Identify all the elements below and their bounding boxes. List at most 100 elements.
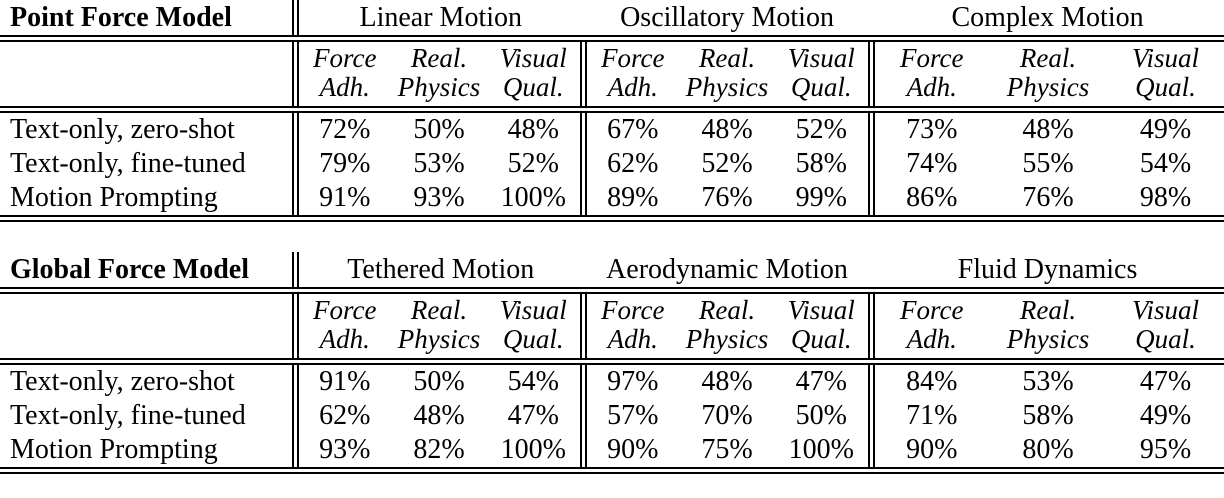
group-header-oscillatory-motion: Oscillatory Motion [583,0,872,42]
subheader-visual-qual: Visual Qual. [1107,38,1224,113]
value-cell: 91% [291,361,391,399]
subheader-line1: Force [313,43,377,73]
value-cell: 95% [1107,433,1224,474]
subheader-line1: Force [601,295,665,325]
value-cell: 48% [701,366,753,397]
value-cell: 97% [579,361,679,399]
subheader-line1: Real. [410,43,468,73]
subheader-line2: Adh. [319,324,370,354]
subheader-visual-qual: Visual Qual. [487,290,583,365]
value-cell: 70% [701,400,753,431]
subheader-line1: Visual [1132,295,1200,325]
value-cell: 49% [1139,400,1192,431]
subheader-visual-qual: Visual Qual. [487,38,583,113]
subheader-visual-qual: Visual Qual. [775,290,872,365]
value-cell: 48% [1022,114,1074,145]
value-cell: 100% [487,433,583,474]
subheader-force-adh: Force Adh. [291,290,391,365]
value-cell: 50% [795,400,847,431]
value-cell: 82% [391,433,487,474]
subheader-line2: Physics [685,72,769,102]
value-cell: 50% [413,114,465,145]
value-cell: 90% [579,433,679,474]
subheader-line2: Qual. [790,324,852,354]
value-cell: 76% [989,181,1108,222]
subheader-line1: Real. [410,295,468,325]
value-cell: 58% [795,148,847,179]
value-cell: 48% [701,114,753,145]
subheader-line2: Qual. [502,324,564,354]
value-cell: 90% [867,433,990,474]
subheader-line2: Adh. [906,324,957,354]
value-cell: 84% [867,361,990,399]
value-cell: 52% [701,148,753,179]
value-cell: 91% [291,181,391,222]
row-label: Motion Prompting [0,433,295,474]
subheader-real-physics: Real. Physics [679,290,775,365]
table-header-row: Point Force Model Linear Motion Oscillat… [0,0,1224,42]
value-cell: 62% [579,147,679,181]
subheader-line2: Physics [685,324,769,354]
subheader-visual-qual: Visual Qual. [1107,290,1224,365]
subheader-line2: Physics [1006,324,1090,354]
value-cell: 76% [679,181,775,222]
value-cell: 48% [507,114,559,145]
value-cell: 52% [795,114,847,145]
subheader-real-physics: Real. Physics [679,38,775,113]
subheader-line2: Physics [397,72,481,102]
subheader-line1: Visual [499,295,567,325]
subheader-force-adh: Force Adh. [579,38,679,113]
value-cell: 47% [795,366,847,397]
value-cell: 52% [507,148,559,179]
subheader-line1: Real. [698,295,756,325]
subheader-real-physics: Real. Physics [391,38,487,113]
subheader-line2: Physics [1006,72,1090,102]
value-cell: 49% [1139,114,1192,145]
value-cell: 47% [1139,366,1192,397]
value-cell: 72% [291,109,391,147]
subheader-real-physics: Real. Physics [989,290,1108,365]
table-row: Motion Prompting 91% 93% 100% 89% 76% 99… [0,181,1224,222]
value-cell: 55% [1022,148,1074,179]
value-cell: 57% [579,399,679,433]
subheader-line2: Qual. [1135,324,1196,354]
subheader-force-adh: Force Adh. [867,290,990,365]
subheader-line2: Qual. [790,72,852,102]
value-cell: 100% [775,433,872,474]
subheader-real-physics: Real. Physics [989,38,1108,113]
value-cell: 93% [391,181,487,222]
subheader-force-adh: Force Adh. [579,290,679,365]
subheader-row: Force Adh. Real. Physics Visual Qual. Force… [0,290,1224,365]
value-cell: 89% [579,181,679,222]
subheader-force-adh: Force Adh. [867,38,990,113]
subheader-line1: Force [313,295,377,325]
subheader-line2: Adh. [607,324,658,354]
value-cell: 74% [867,147,990,181]
group-header-tethered-motion: Tethered Motion [291,252,583,294]
subheader-line1: Visual [787,43,855,73]
row-label: Text-only, fine-tuned [10,148,246,179]
group-header-fluid-dynamics: Fluid Dynamics [871,252,1224,294]
subheader-line2: Adh. [607,72,658,102]
table-title: Point Force Model [0,0,295,42]
subheader-line1: Real. [698,43,756,73]
subheader-row: Force Adh. Real. Physics Visual Qual. Force… [0,38,1224,113]
group-header-aerodynamic-motion: Aerodynamic Motion [583,252,872,294]
empty-stub-cell [0,38,295,113]
subheader-real-physics: Real. Physics [391,290,487,365]
subheader-line1: Visual [1132,43,1200,73]
subheader-force-adh: Force Adh. [291,38,391,113]
value-cell: 75% [679,433,775,474]
table-row: Text-only, zero-shot 72% 50% 48% 67% 48%… [0,109,1224,147]
table-title: Global Force Model [0,252,295,294]
subheader-visual-qual: Visual Qual. [775,38,872,113]
subheader-line2: Qual. [1135,72,1196,102]
value-cell: 93% [291,433,391,474]
value-cell: 79% [291,147,391,181]
table-row: Text-only, fine-tuned 79% 53% 52% 62% 52… [0,147,1224,181]
subheader-line1: Force [900,43,964,73]
group-header-linear-motion: Linear Motion [291,0,583,42]
value-cell: 50% [413,366,465,397]
subheader-line2: Physics [397,324,481,354]
